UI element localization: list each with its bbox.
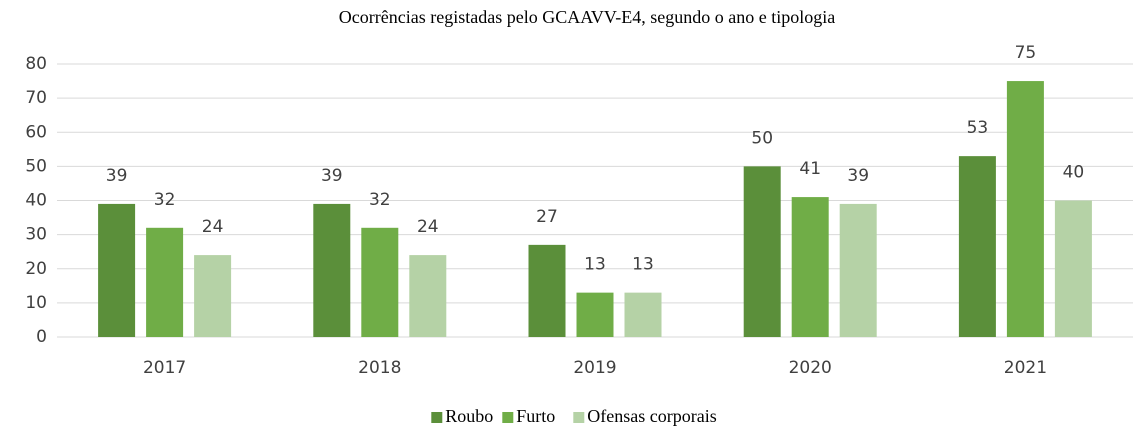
- y-tick-label: 0: [36, 327, 47, 347]
- x-tick-label: 2018: [358, 358, 401, 378]
- data-label: 50: [751, 128, 773, 148]
- data-label: 53: [967, 118, 989, 138]
- legend-label: Roubo: [445, 406, 493, 426]
- data-label: 24: [202, 217, 224, 237]
- bar: [528, 244, 566, 337]
- data-label: 75: [1015, 43, 1037, 63]
- y-tick-label: 30: [25, 225, 47, 245]
- bar: [98, 203, 136, 337]
- data-label: 32: [369, 190, 391, 210]
- y-tick-label: 70: [25, 88, 47, 108]
- bar: [361, 227, 399, 337]
- bar: [576, 292, 614, 337]
- y-tick-label: 20: [25, 259, 47, 279]
- y-tick-label: 80: [25, 54, 47, 74]
- data-label: 27: [536, 207, 558, 227]
- x-tick-label: 2020: [789, 358, 832, 378]
- bar: [743, 166, 781, 337]
- bar: [958, 156, 996, 337]
- legend-label: Ofensas corporais: [587, 406, 716, 426]
- data-label: 39: [847, 166, 869, 186]
- legend-label: Furto: [516, 406, 555, 426]
- x-tick-label: 2021: [1004, 358, 1047, 378]
- data-label: 13: [632, 255, 654, 275]
- legend-swatch: [573, 412, 585, 423]
- y-tick-label: 60: [25, 122, 47, 142]
- bar: [791, 197, 829, 337]
- chart-title: Ocorrências registadas pelo GCAAVV-E4, s…: [339, 7, 835, 27]
- y-tick-label: 50: [25, 156, 47, 176]
- bar: [313, 203, 351, 337]
- x-tick-label: 2017: [143, 358, 186, 378]
- y-tick-label: 40: [25, 191, 47, 211]
- data-label: 32: [154, 190, 176, 210]
- bar: [839, 203, 877, 337]
- bar: [624, 292, 662, 337]
- data-label: 24: [417, 217, 439, 237]
- bar: [1054, 200, 1092, 337]
- data-label: 39: [106, 166, 128, 186]
- x-tick-label: 2019: [573, 358, 616, 378]
- data-label: 40: [1063, 163, 1085, 183]
- bar: [409, 255, 447, 337]
- data-label: 13: [584, 255, 606, 275]
- legend-swatch: [502, 412, 514, 423]
- bar: [146, 227, 184, 337]
- bar: [194, 255, 232, 337]
- bar: [1006, 81, 1044, 337]
- y-tick-label: 10: [25, 293, 47, 313]
- legend-swatch: [431, 412, 443, 423]
- data-label: 39: [321, 166, 343, 186]
- data-label: 41: [799, 159, 821, 179]
